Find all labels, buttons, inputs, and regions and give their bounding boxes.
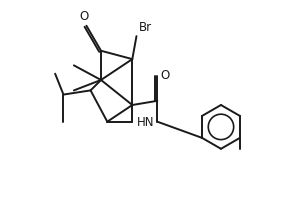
Text: HN: HN <box>137 116 154 129</box>
Text: O: O <box>80 10 89 23</box>
Text: Br: Br <box>139 21 152 34</box>
Text: O: O <box>161 69 170 82</box>
